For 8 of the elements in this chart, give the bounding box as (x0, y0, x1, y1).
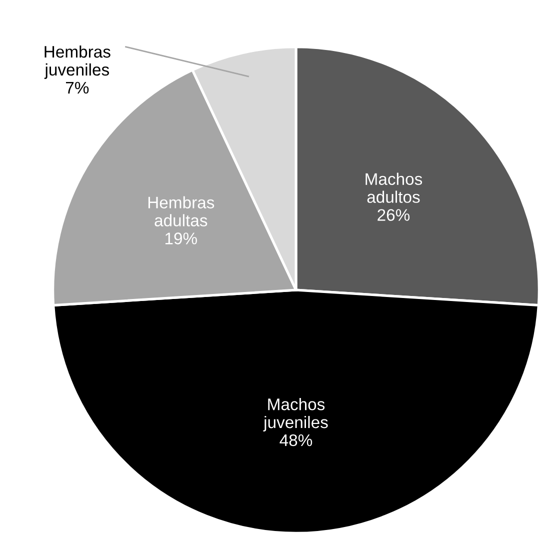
data-label: 19% (165, 232, 197, 244)
slice-label: Hembras adultas (148, 196, 214, 226)
data-label: 7% (66, 82, 89, 94)
slice-label: Machos juveniles (263, 398, 328, 432)
data-label: 48% (280, 434, 312, 446)
data-label: 26% (378, 209, 410, 221)
slice-label: Hembras juveniles (44, 45, 110, 79)
slice-label: Machos adultos (366, 172, 422, 203)
